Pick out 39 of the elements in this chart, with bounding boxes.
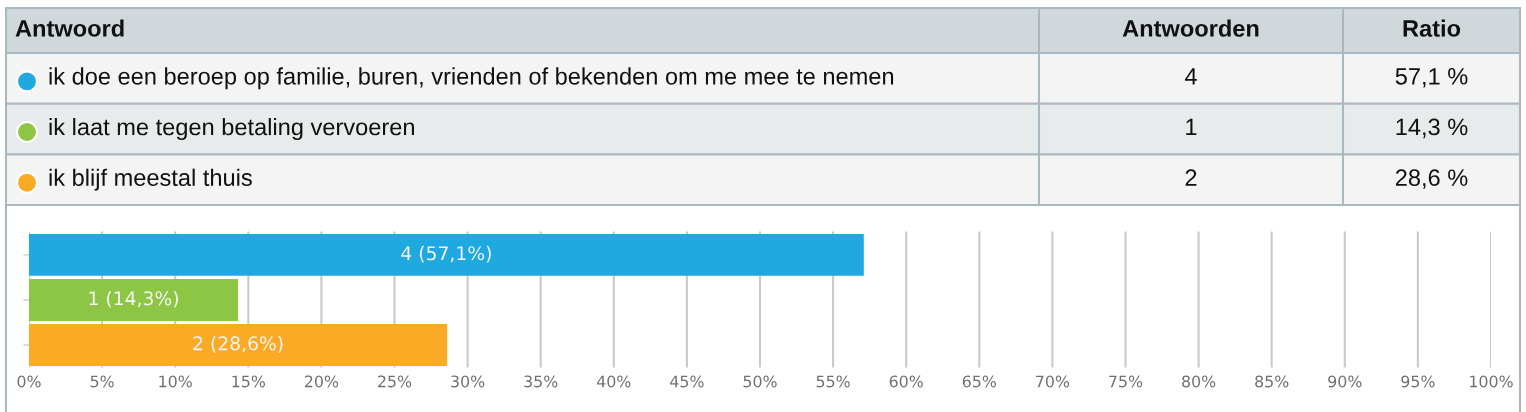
x-tick-label: 95%: [1401, 375, 1435, 388]
x-tick-label: 35%: [524, 375, 558, 388]
x-tick-label: 80%: [1182, 375, 1216, 388]
x-tick-label: 20%: [304, 375, 339, 388]
data-label: 2 (28,6%): [193, 335, 283, 353]
x-tick-label: 55%: [816, 375, 850, 388]
x-tick-label: 65%: [962, 375, 997, 388]
data-label: 4: [1184, 68, 1197, 85]
x-tick-label: 60%: [889, 375, 923, 388]
x-tick-label: 90%: [1328, 375, 1362, 388]
data-label: 4 (57,1%): [401, 245, 491, 263]
x-tick-label: 25%: [378, 375, 412, 388]
x-tick-label: 50%: [743, 375, 777, 388]
x-tick-label: 45%: [670, 375, 704, 388]
legend-title: Antwoord: [15, 19, 124, 37]
x-tick-label: 100%: [1470, 375, 1513, 388]
data-label: 28,6 %: [1395, 169, 1468, 189]
category-label: ik laat me tegen betaling vervoeren: [49, 118, 414, 140]
x-tick-label: 70%: [1036, 375, 1070, 388]
x-tick-label: 0%: [17, 375, 41, 388]
data-label: 1: [1186, 118, 1197, 136]
category-label: ik blijf meestal thuis: [49, 168, 252, 191]
bar: [29, 279, 239, 321]
x-tick-label: 40%: [596, 375, 631, 388]
x-tick-label: 75%: [1109, 375, 1143, 388]
data-label: 57,1 %: [1395, 68, 1468, 88]
data-label: 14,3 %: [1396, 118, 1468, 139]
x-tick-label: 5%: [90, 375, 114, 388]
x-tick-label: 10%: [159, 375, 192, 388]
x-tick-label: 30%: [451, 375, 485, 388]
text: Ratio: [1403, 19, 1461, 37]
data-label: 1 (14,3%): [89, 290, 178, 308]
x-tick-label: 85%: [1255, 375, 1289, 388]
series-label: Antwoorden: [1122, 19, 1259, 37]
x-tick-label: 15%: [232, 375, 266, 388]
bar: [29, 324, 448, 366]
category-label: ik doe een beroep op familie, buren, vrienden of bekenden om me mee te nemen: [49, 67, 894, 90]
bar: [29, 233, 864, 276]
data-label: 2: [1185, 169, 1197, 186]
